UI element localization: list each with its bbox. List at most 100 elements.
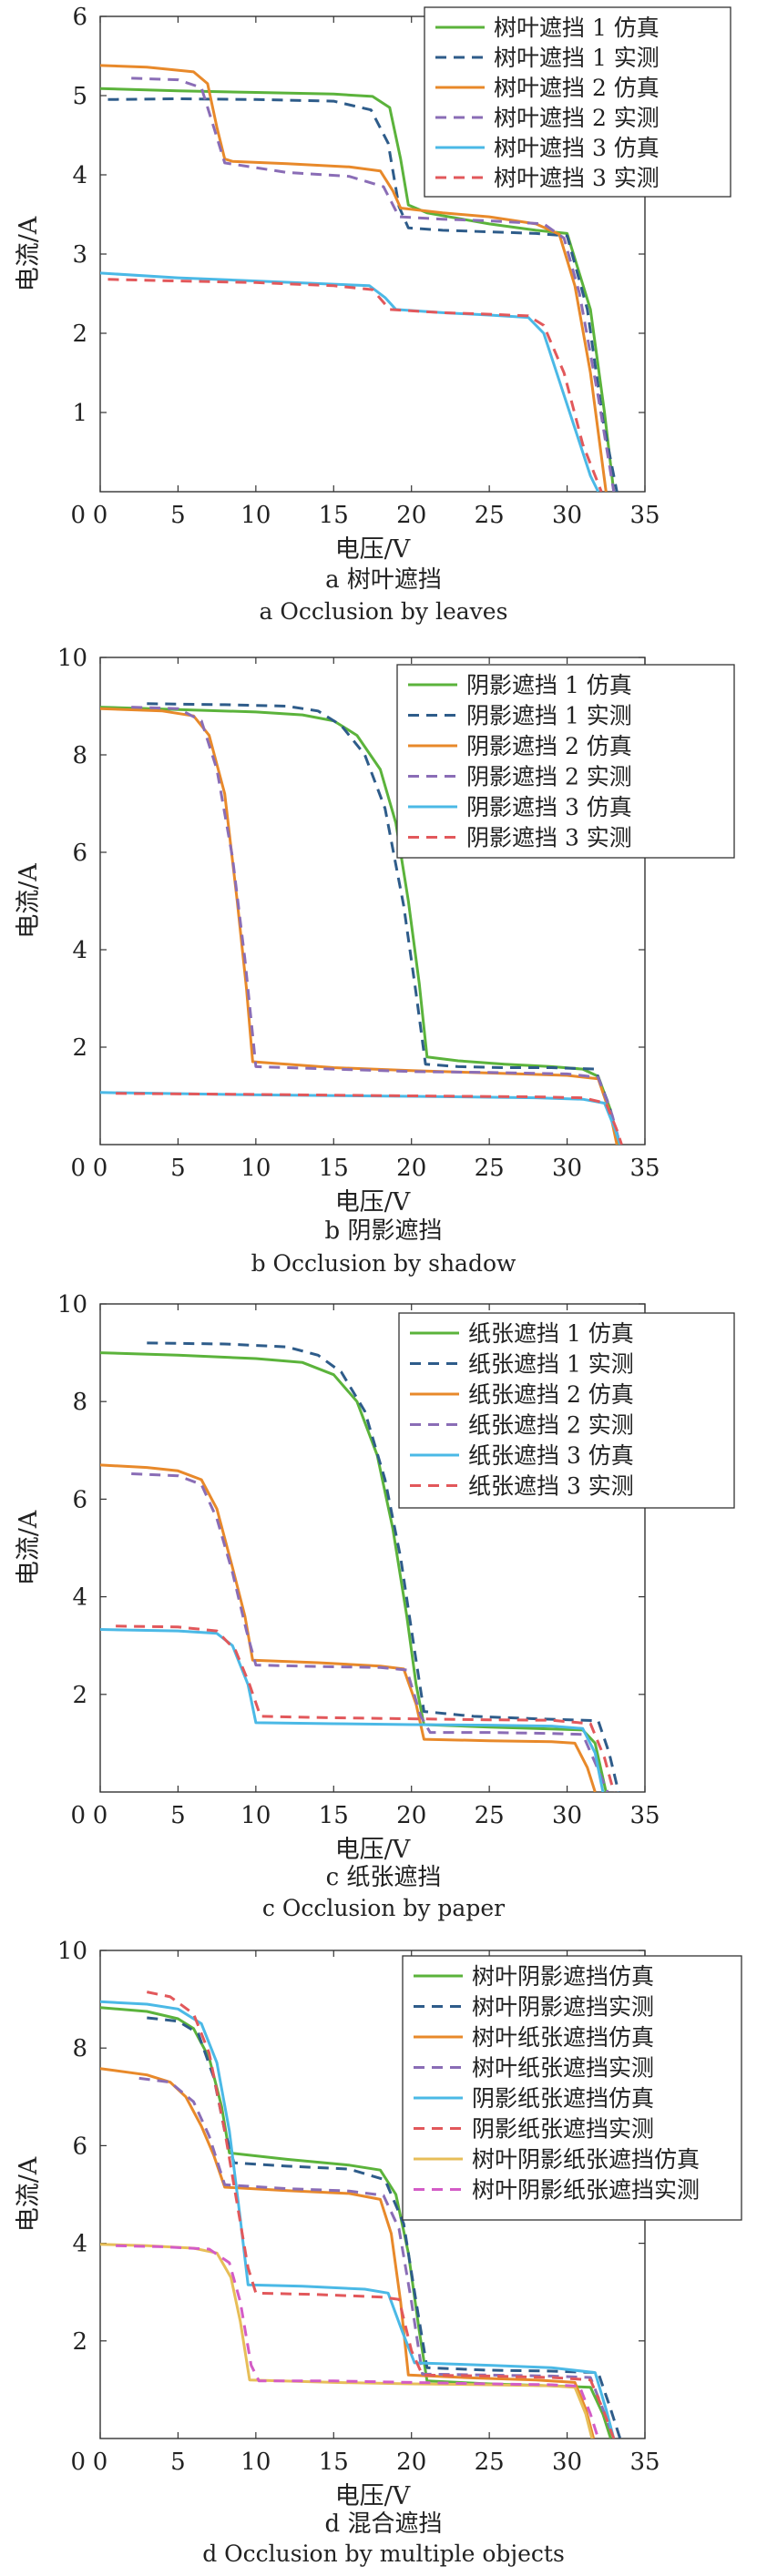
- y-tick-label: 4: [72, 162, 87, 189]
- chart-panel-d: 0 5 10 15 20 25 30 35 0 2 4 6 8 10 电压/V 电流/A 树叶阴影遮挡仿真树叶阴…: [15, 1938, 742, 2567]
- series-line-4: [131, 1472, 609, 1792]
- x-tick-label: 25: [475, 1155, 505, 1182]
- x-axis-label: 电压/V: [335, 1836, 411, 1864]
- caption-en: b Occlusion by shadow: [251, 1250, 516, 1277]
- x-axis-label: 电压/V: [335, 1188, 411, 1217]
- series-line-8: [116, 2244, 600, 2439]
- plot-frame: [99, 657, 646, 1145]
- chart-panel-c: 0 5 10 15 20 25 30 35 0 2 4 6 8 10 电压/V 电流/A 纸张遮挡 1 仿真纸张…: [15, 1291, 735, 1921]
- y-tick-label: 6: [72, 4, 87, 31]
- y-tick-label: 4: [72, 1584, 87, 1612]
- series-line-4: [131, 76, 616, 492]
- x-tick-label: 10: [240, 502, 271, 529]
- y-tick-label: 5: [72, 83, 87, 110]
- legend-label-2: 纸张遮挡 1 实测: [468, 1351, 634, 1378]
- x-tick-label: 5: [170, 2449, 186, 2476]
- legend-label-3: 纸张遮挡 2 仿真: [468, 1381, 634, 1408]
- y-tick-label: 6: [72, 1486, 87, 1513]
- x-tick-label: 20: [396, 1802, 426, 1829]
- x-tick-label: 0: [93, 502, 108, 529]
- y-axis-label: 电流/A: [15, 1510, 43, 1585]
- x-tick-label: 20: [396, 2449, 426, 2476]
- y-tick-label: 2: [72, 2328, 87, 2356]
- caption-cn: d 混合遮挡: [325, 2510, 443, 2538]
- series-line-2: [147, 2016, 622, 2439]
- x-tick-label: 5: [170, 502, 186, 529]
- y-tick-label: 6: [72, 2133, 87, 2160]
- series-line-3: [100, 2067, 596, 2439]
- y-tick-label: 2: [72, 1034, 87, 1062]
- x-tick-label: 30: [552, 502, 582, 529]
- x-tick-label: 25: [475, 2449, 505, 2476]
- y-tick-label: 6: [72, 840, 87, 867]
- legend-label-2: 树叶阴影遮挡实测: [472, 1994, 654, 2021]
- x-tick-label: 30: [552, 2449, 582, 2476]
- y-tick-label: 2: [72, 321, 87, 348]
- y-axis-label: 电流/A: [15, 2156, 43, 2232]
- y-tick-label: 0: [70, 1802, 86, 1829]
- series-line-2: [107, 97, 619, 492]
- series-line-5: [100, 271, 600, 492]
- legend-label-1: 纸张遮挡 1 仿真: [468, 1320, 634, 1347]
- legend-label-4: 树叶纸张遮挡实测: [472, 2055, 654, 2082]
- y-tick-label: 10: [57, 1938, 87, 1965]
- y-tick-label: 2: [72, 1682, 87, 1709]
- legend-label-3: 树叶遮挡 2 仿真: [494, 75, 660, 101]
- x-tick-label: 35: [629, 1155, 660, 1182]
- y-tick-label: 10: [57, 1291, 87, 1319]
- x-tick-label: 0: [93, 1802, 108, 1829]
- chart-panel-a: 0 5 10 15 20 25 30 35 0 1 2 3 4 5 6 电压/V 电流/A 树叶遮挡 1 仿真树叶…: [15, 4, 731, 625]
- y-tick-label: 3: [72, 241, 87, 269]
- y-tick-label: 8: [72, 2035, 87, 2062]
- series-line-3: [100, 707, 619, 1145]
- y-tick-label: 4: [72, 937, 87, 964]
- x-tick-label: 35: [629, 1802, 660, 1829]
- caption-en: d Occlusion by multiple objects: [202, 2540, 565, 2567]
- x-tick-label: 15: [319, 1155, 349, 1182]
- x-tick-label: 10: [240, 1155, 271, 1182]
- series-line-2: [147, 702, 622, 1145]
- legend-label-4: 阴影遮挡 2 实测: [466, 764, 632, 790]
- caption-en: a Occlusion by leaves: [260, 598, 508, 625]
- series-line-1: [100, 706, 620, 1145]
- y-axis-label: 电流/A: [15, 863, 43, 939]
- legend-label-4: 树叶遮挡 2 实测: [494, 105, 660, 131]
- legend-label-8: 树叶阴影纸张遮挡实测: [472, 2177, 700, 2204]
- x-tick-label: 30: [552, 1155, 582, 1182]
- x-tick-label: 15: [319, 1802, 349, 1829]
- legend-label-6: 树叶遮挡 3 实测: [494, 165, 660, 191]
- series-line-6: [116, 1092, 623, 1145]
- x-tick-label: 20: [396, 502, 426, 529]
- y-tick-label: 0: [70, 1155, 86, 1182]
- series-line-5: [100, 1091, 622, 1145]
- legend-box: [402, 1955, 742, 2221]
- series-line-6: [116, 1624, 616, 1792]
- x-tick-label: 10: [240, 1802, 271, 1829]
- x-axis-label: 电压/V: [335, 2482, 411, 2510]
- y-tick-label: 4: [72, 2231, 87, 2258]
- series-line-3: [100, 64, 608, 492]
- legend-label-5: 纸张遮挡 3 仿真: [468, 1442, 634, 1469]
- x-tick-label: 25: [475, 1802, 505, 1829]
- legend-label-6: 阴影遮挡 3 实测: [466, 825, 632, 851]
- series-line-1: [100, 87, 616, 492]
- y-tick-label: 0: [70, 502, 86, 529]
- caption-en: c Occlusion by paper: [262, 1895, 505, 1921]
- legend-label-2: 阴影遮挡 1 实测: [466, 703, 632, 729]
- legend-label-5: 阴影纸张遮挡仿真: [472, 2085, 654, 2112]
- x-tick-label: 35: [629, 502, 660, 529]
- x-axis-label: 电压/V: [335, 535, 411, 564]
- caption-cn: b 阴影遮挡: [325, 1217, 443, 1245]
- series-line-5: [100, 1628, 605, 1792]
- legend-label-7: 树叶阴影纸张遮挡仿真: [472, 2146, 700, 2173]
- y-tick-label: 8: [72, 1389, 87, 1416]
- legend-label-4: 纸张遮挡 2 实测: [468, 1412, 634, 1439]
- x-tick-label: 15: [319, 2449, 349, 2476]
- series-line-6: [107, 278, 603, 492]
- x-tick-label: 10: [240, 2449, 271, 2476]
- legend-box: [396, 664, 735, 859]
- legend-label-5: 树叶遮挡 3 仿真: [494, 135, 660, 161]
- series-line-6: [146, 1991, 616, 2439]
- series-line-3: [100, 1463, 597, 1792]
